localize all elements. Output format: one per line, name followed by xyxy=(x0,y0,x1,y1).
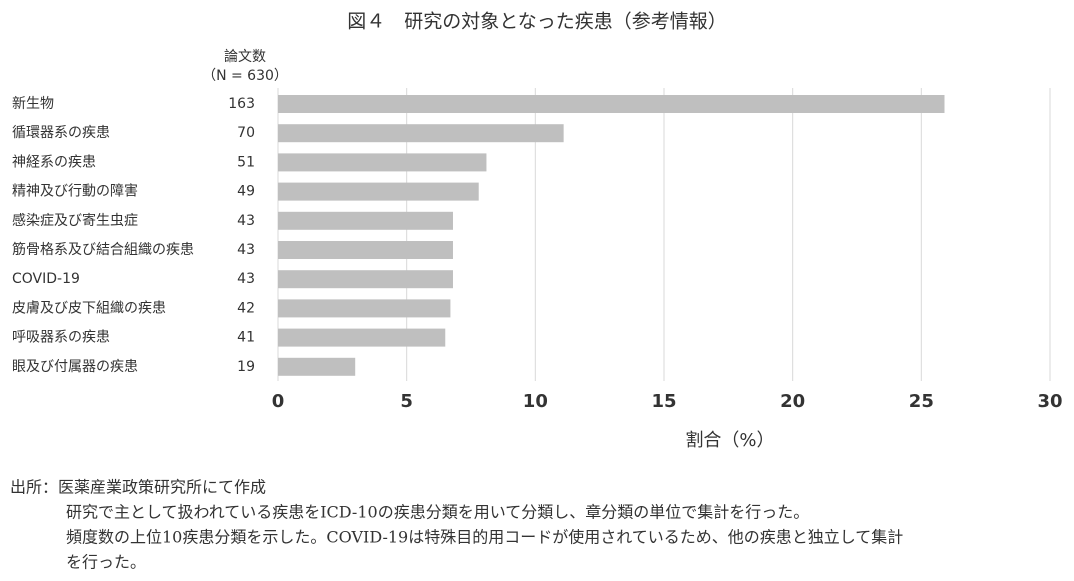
bar xyxy=(278,357,356,376)
count-label: 42 xyxy=(237,300,255,316)
x-tick-label: 25 xyxy=(909,391,934,412)
y-tick-label: 精神及び行動の障害 xyxy=(12,184,138,200)
x-tick-label: 0 xyxy=(272,391,285,412)
count-total: （N = 630） xyxy=(202,68,288,84)
y-tick-label: 皮膚及び皮下組織の疾患 xyxy=(12,300,166,316)
bar xyxy=(278,328,446,347)
bar xyxy=(278,124,564,143)
count-label: 70 xyxy=(237,125,255,141)
bar xyxy=(278,241,453,259)
y-tick-label: 眼及び付属器の疾患 xyxy=(12,359,138,375)
note-line: 研究で主として扱われている疾患をICD-10の疾患分類を用いて分類し、章分類の単… xyxy=(66,503,809,522)
x-tick-label: 30 xyxy=(1037,391,1062,412)
count-label: 19 xyxy=(237,359,255,375)
x-tick-label: 20 xyxy=(780,391,805,412)
y-tick-label: 筋骨格系及び結合組織の疾患 xyxy=(12,241,194,258)
y-tick-label: 新生物 xyxy=(12,96,54,112)
y-tick-label: 感染症及び寄生虫症 xyxy=(12,212,138,229)
count-label: 43 xyxy=(237,213,255,229)
chart-title: 図４ 研究の対象となった疾患（参考情報） xyxy=(347,11,726,33)
bar xyxy=(278,95,945,113)
bar xyxy=(278,270,453,289)
note-line: を行った。 xyxy=(66,553,146,572)
bar xyxy=(278,182,479,201)
x-tick-label: 5 xyxy=(400,391,413,412)
bar xyxy=(278,211,453,230)
count-label: 43 xyxy=(237,271,255,287)
count-label: 51 xyxy=(237,154,255,170)
source-note: 出所：医薬産業政策研究所にて作成 xyxy=(10,478,266,497)
x-tick-label: 15 xyxy=(651,391,676,412)
y-tick-label: 呼吸器系の疾患 xyxy=(12,330,110,346)
x-tick-label: 10 xyxy=(523,391,548,412)
y-tick-label: COVID-19 xyxy=(12,271,80,287)
note-line: 頻度数の上位10疾患分類を示した。COVID-19は特殊目的用コードが使用されて… xyxy=(66,528,903,547)
count-header: 論文数 xyxy=(224,49,266,65)
y-tick-label: 循環器系の疾患 xyxy=(12,125,110,141)
bar xyxy=(278,299,451,318)
count-label: 43 xyxy=(237,242,255,258)
count-label: 163 xyxy=(228,96,255,112)
bar xyxy=(278,153,487,172)
count-label: 49 xyxy=(237,184,255,200)
x-axis-label: 割合（%） xyxy=(685,430,774,451)
y-tick-label: 神経系の疾患 xyxy=(12,154,96,170)
count-label: 41 xyxy=(237,330,255,346)
